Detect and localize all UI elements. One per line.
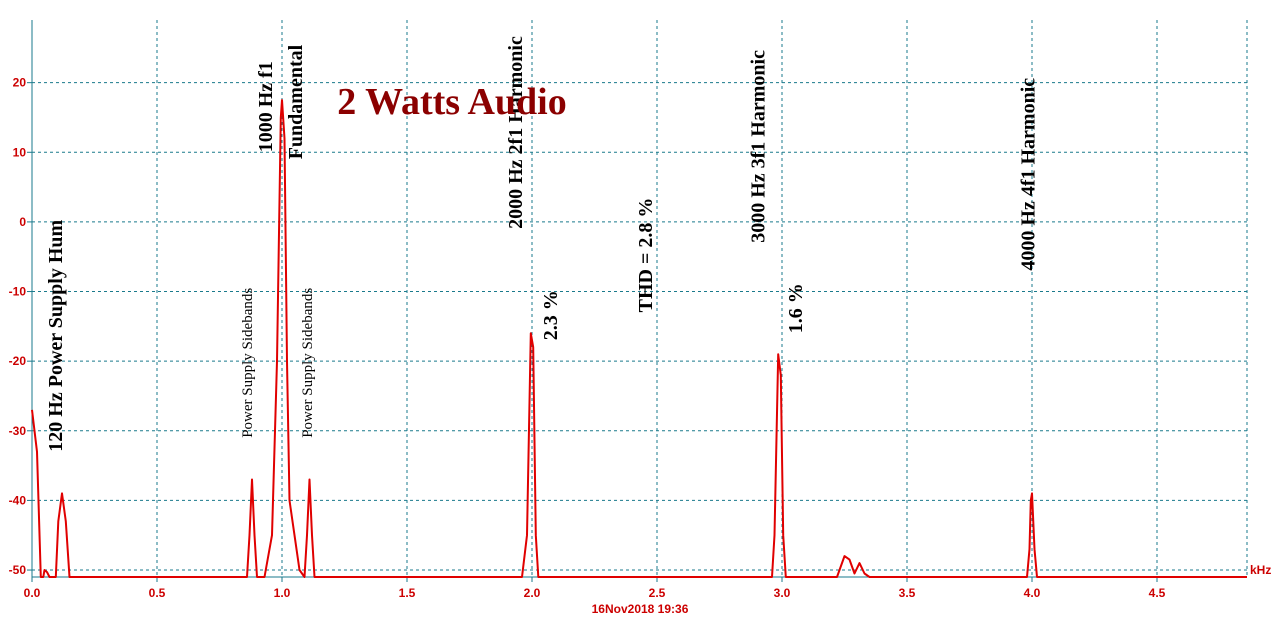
y-tick-labels: 20 10 0 -10 -20 -30 -40 -50 [9, 76, 27, 577]
spectrum-trace-0 [31, 99, 1247, 578]
y-tick-label: -20 [9, 354, 27, 368]
x-tick-label: 4.0 [1024, 586, 1041, 600]
y-tick-label: 20 [13, 76, 27, 90]
annotation-label: Power Supply Sidebands [240, 288, 256, 438]
y-tick-label: -10 [9, 285, 27, 299]
annotation-label: 3000 Hz 3f1 Harmonic [748, 50, 770, 243]
x-tick-label: 1.5 [399, 586, 416, 600]
x-tick-label: 3.0 [774, 586, 791, 600]
annotation-label: THD = 2.8 % [635, 198, 657, 313]
annotation-label: 4000 Hz 4f1 Harmonic [1018, 78, 1040, 271]
annotation-label: 2000 Hz 2f1 Harmonic [505, 36, 527, 229]
x-tick-label: 4.5 [1149, 586, 1166, 600]
timestamp: 16Nov2018 19:36 [592, 602, 689, 616]
annotation-label: 1000 Hz f1 [255, 61, 277, 152]
y-tick-label: 0 [19, 215, 26, 229]
x-tick-label: 2.5 [649, 586, 666, 600]
x-tick-label: 1.0 [274, 586, 291, 600]
x-tick-label: 0.5 [149, 586, 166, 600]
annotations: 120 Hz Power Supply Hum Power Supply Side… [45, 36, 1040, 452]
y-tick-label: 10 [13, 145, 27, 159]
series-layer [31, 99, 1247, 578]
annotation-label: 120 Hz Power Supply Hum [45, 219, 67, 451]
x-axis-unit: kHz [1250, 563, 1271, 577]
y-tick-label: -50 [9, 563, 27, 577]
annotation-label: 1.6 % [785, 283, 807, 333]
x-tick-label: 0.0 [24, 586, 41, 600]
chart-title: 2 Watts Audio [337, 81, 566, 123]
y-tick-label: -40 [9, 493, 27, 507]
x-tick-label: 3.5 [899, 586, 916, 600]
annotation-label: Fundamental [285, 44, 307, 159]
x-tick-labels: 0.0 0.5 1.0 1.5 2.0 2.5 3.0 3.5 4.0 4.5 [24, 586, 1166, 600]
annotation-label: Power Supply Sidebands [300, 288, 316, 438]
x-tick-label: 2.0 [524, 586, 541, 600]
y-tick-label: -30 [9, 424, 27, 438]
annotation-label: 2.3 % [540, 290, 562, 340]
gridlines [31, 20, 1248, 577]
